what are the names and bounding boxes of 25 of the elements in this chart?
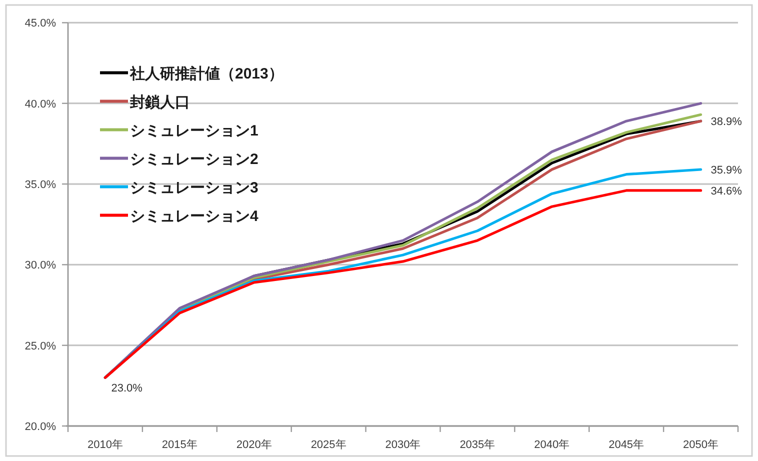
x-tick-label: 2040年 xyxy=(534,439,570,451)
x-tick-label: 2020年 xyxy=(236,439,272,451)
legend-label: シミュレーション2 xyxy=(130,151,258,168)
x-tick-label: 2025年 xyxy=(310,439,346,451)
data-label: 35.9% xyxy=(710,164,742,176)
data-label: 38.9% xyxy=(710,116,742,128)
x-tick-label: 2035年 xyxy=(460,439,496,451)
y-tick-label: 20.0% xyxy=(24,421,56,433)
data-label: 34.6% xyxy=(710,185,742,198)
x-tick-label: 2050年 xyxy=(683,439,719,451)
x-tick-label: 2015年 xyxy=(162,439,198,451)
legend-label: シミュレーション3 xyxy=(130,180,258,197)
legend-label: 社人研推計値（2013） xyxy=(129,66,284,83)
data-label: 23.0% xyxy=(111,382,143,395)
legend-label: シミュレーション4 xyxy=(130,208,259,226)
legend-label: シミュレーション1 xyxy=(130,122,258,140)
x-tick-label: 2010年 xyxy=(87,439,123,451)
y-tick-label: 35.0% xyxy=(24,179,56,192)
y-tick-label: 30.0% xyxy=(24,260,56,272)
x-tick-label: 2045年 xyxy=(608,439,644,451)
x-tick-label: 2030年 xyxy=(385,439,421,451)
legend-label: 封鎖人口 xyxy=(129,94,190,112)
y-tick-label: 45.0% xyxy=(24,18,56,30)
y-tick-label: 25.0% xyxy=(24,340,56,352)
y-tick-label: 40.0% xyxy=(24,98,56,110)
